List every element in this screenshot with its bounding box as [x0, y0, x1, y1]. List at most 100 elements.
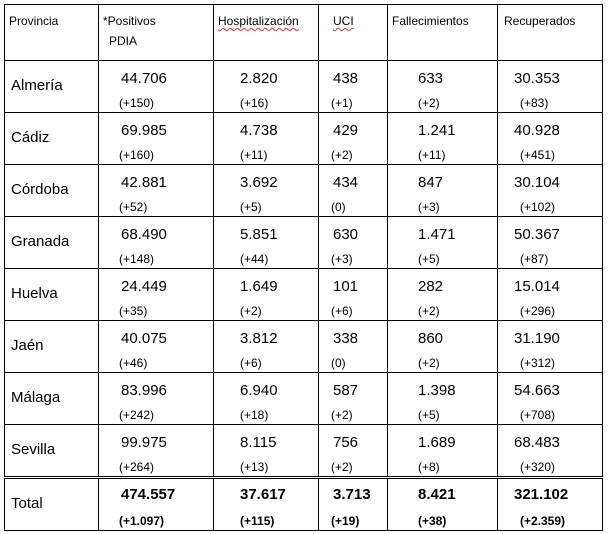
rec-cell: 30.104 (+102): [497, 164, 603, 217]
provincias-table: Provincia *Positivos PDIA Hospitalizació…: [4, 4, 603, 531]
positivos-cell: 99.975 (+264): [98, 424, 214, 478]
uci-delta: (+2): [331, 408, 353, 422]
provincia-name: Cádiz: [11, 129, 50, 146]
rec-delta: (+102): [520, 200, 556, 214]
fall-delta: (+2): [418, 356, 440, 370]
rec-delta: (+83): [520, 96, 549, 110]
uci-value: 434: [333, 174, 359, 191]
hosp-cell: 6.940 (+18): [213, 372, 319, 425]
uci-cell: 630 (+3): [318, 216, 388, 269]
provincia-cell: Huelva: [4, 268, 99, 321]
provincia-name: Granada: [11, 233, 70, 250]
provincia-cell: Cádiz: [4, 112, 99, 165]
rec-delta: (+296): [520, 304, 556, 318]
rec-value: 54.663: [514, 382, 560, 399]
fall-value: 1.241: [418, 122, 456, 139]
provincia-name: Sevilla: [11, 441, 56, 458]
header-fallecimientos-label: Fallecimientos: [392, 14, 469, 28]
fall-delta: (+5): [418, 408, 440, 422]
provincia-cell: Sevilla: [4, 424, 99, 478]
uci-cell: 3.713 (+19): [318, 476, 388, 531]
uci-cell: 587 (+2): [318, 372, 388, 425]
uci-delta: (+19): [331, 514, 360, 528]
positivos-cell: 40.075 (+46): [98, 320, 214, 373]
header-row: Provincia *Positivos PDIA Hospitalizació…: [4, 4, 603, 61]
rec-cell: 30.353 (+83): [497, 60, 603, 113]
positivos-value: 99.975: [121, 434, 167, 451]
positivos-cell: 42.881 (+52): [98, 164, 214, 217]
positivos-value: 69.985: [121, 122, 167, 139]
table-row: Almería 44.706 (+150) 2.820 (+16) 438 (+1) 633 (…: [4, 60, 603, 113]
header-uci-label: UCI: [333, 14, 354, 28]
rec-delta: (+312): [520, 356, 556, 370]
fall-value: 860: [418, 330, 444, 347]
positivos-delta: (+46): [119, 356, 148, 370]
hosp-delta: (+115): [240, 514, 275, 528]
uci-cell: 338 (0): [318, 320, 388, 373]
uci-delta: (+1): [331, 96, 353, 110]
hosp-value: 4.738: [240, 122, 278, 139]
positivos-delta: (+160): [119, 148, 155, 162]
hosp-value: 37.617: [240, 486, 286, 503]
fall-cell: 1.398 (+5): [387, 372, 498, 425]
rec-value: 68.483: [514, 434, 560, 451]
uci-value: 756: [333, 434, 359, 451]
rec-cell: 15.014 (+296): [497, 268, 603, 321]
positivos-delta: (+148): [119, 252, 155, 266]
header-fallecimientos: Fallecimientos: [387, 4, 498, 61]
rec-cell: 68.483 (+320): [497, 424, 603, 478]
header-recuperados-label: Recuperados: [504, 14, 576, 28]
uci-delta: (0): [331, 356, 346, 370]
hosp-delta: (+2): [240, 304, 262, 318]
uci-cell: 434 (0): [318, 164, 388, 217]
uci-value: 587: [333, 382, 359, 399]
hosp-cell: 1.649 (+2): [213, 268, 319, 321]
fall-cell: 1.471 (+5): [387, 216, 498, 269]
positivos-cell: 83.996 (+242): [98, 372, 214, 425]
total-row: Total 474.557 (+1.097) 37.617 (+115) 3.713 (+1…: [4, 476, 603, 531]
fall-delta: (+11): [418, 148, 446, 162]
uci-cell: 756 (+2): [318, 424, 388, 478]
hosp-delta: (+13): [240, 460, 269, 474]
provincia-cell: Jaén: [4, 320, 99, 373]
header-hospitalizacion: Hospitalización: [213, 4, 319, 61]
uci-cell: 429 (+2): [318, 112, 388, 165]
hosp-value: 8.115: [240, 434, 277, 451]
fall-value: 1.471: [418, 226, 456, 243]
uci-value: 101: [333, 278, 359, 295]
uci-delta: (+2): [331, 148, 353, 162]
hosp-value: 2.820: [240, 70, 278, 87]
positivos-delta: (+150): [119, 96, 155, 110]
hosp-cell: 8.115 (+13): [213, 424, 319, 478]
rec-cell: 50.367 (+87): [497, 216, 603, 269]
provincia-cell: Almería: [4, 60, 99, 113]
positivos-cell: 24.449 (+35): [98, 268, 214, 321]
header-provincia: Provincia: [4, 4, 99, 61]
rec-cell: 31.190 (+312): [497, 320, 603, 373]
provincia-name: Huelva: [11, 285, 58, 302]
hosp-cell: 4.738 (+11): [213, 112, 319, 165]
positivos-delta: (+35): [119, 304, 148, 318]
hosp-value: 5.851: [240, 226, 278, 243]
header-recuperados: Recuperados: [497, 4, 603, 61]
uci-cell: 438 (+1): [318, 60, 388, 113]
hosp-cell: 5.851 (+44): [213, 216, 319, 269]
hosp-delta: (+18): [240, 408, 269, 422]
provincia-name: Córdoba: [11, 181, 69, 198]
header-positivos-line2: PDIA: [109, 34, 138, 48]
hosp-value: 6.940: [240, 382, 278, 399]
header-hospitalizacion-label: Hospitalización: [218, 14, 299, 28]
rec-value: 30.104: [514, 174, 560, 191]
table-row: Granada 68.490 (+148) 5.851 (+44) 630 (+3) 1.47…: [4, 216, 603, 269]
rec-value: 50.367: [514, 226, 560, 243]
positivos-value: 44.706: [121, 70, 167, 87]
positivos-delta: (+52): [119, 200, 148, 214]
fall-value: 8.421: [418, 486, 456, 503]
fall-cell: 282 (+2): [387, 268, 498, 321]
fall-delta: (+2): [418, 304, 440, 318]
hosp-delta: (+44): [240, 252, 269, 266]
table-row: Córdoba 42.881 (+52) 3.692 (+5) 434 (0) 847 (+3)…: [4, 164, 603, 217]
rec-value: 40.928: [514, 122, 560, 139]
fall-value: 1.398: [418, 382, 456, 399]
